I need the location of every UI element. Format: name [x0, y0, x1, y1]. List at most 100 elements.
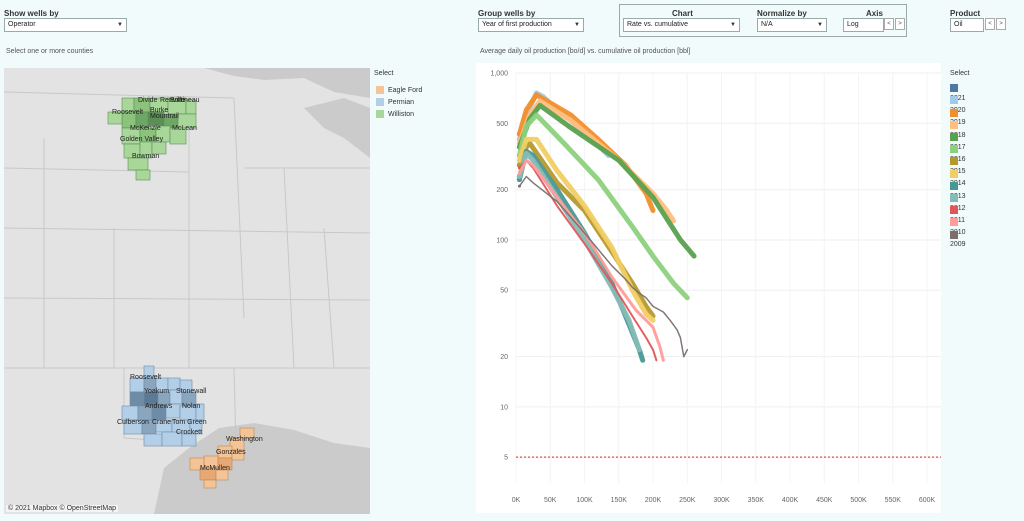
series-line-2017: [516, 102, 697, 259]
county-label: Gonzales: [216, 449, 246, 456]
chart-type-label: Chart: [672, 9, 693, 18]
county-label: Roosevelt: [112, 109, 143, 116]
show-wells-by-value: Operator: [8, 21, 36, 28]
permian-counties: [121, 365, 205, 447]
swatch-icon: [950, 218, 958, 227]
legend-permian[interactable]: Permian: [376, 98, 414, 108]
county-label: Bowman: [132, 153, 159, 160]
legend-label: Permian: [388, 99, 415, 106]
normalize-by-label: Normalize by: [757, 9, 807, 18]
swatch-icon: [950, 206, 958, 215]
x-tick-label: 450K: [816, 497, 833, 504]
series-line-2019: [516, 92, 656, 213]
swatch-icon: [950, 169, 958, 178]
product-label: Product: [950, 9, 981, 18]
map-legend-title: Select: [374, 70, 394, 77]
county-label: Yoakum: [144, 388, 169, 395]
county-label: Crane: [152, 419, 171, 426]
y-tick-label: 20: [500, 354, 508, 361]
x-tick-label: 250K: [679, 497, 696, 504]
chevron-down-icon: ▼: [117, 22, 123, 28]
axis-dropdown[interactable]: Log: [843, 18, 884, 32]
chevron-down-icon: ▼: [730, 22, 736, 28]
county-label: Renville: [160, 97, 185, 104]
county-label: Nolan: [182, 403, 200, 410]
county-label: Crockett: [176, 429, 202, 436]
lake-superior-shape: [204, 68, 370, 98]
chart-legend-item-2016[interactable]: 2016: [950, 145, 966, 163]
great-lakes-shape: [304, 98, 370, 158]
chart-legend-item-2011[interactable]: 2011: [950, 206, 965, 224]
swatch-icon: [376, 98, 384, 107]
chart-title: Average daily oil production [bo/d] vs. …: [480, 48, 691, 55]
y-tick-label: 1,000: [490, 71, 508, 78]
county-label: McLean: [172, 125, 197, 132]
county-label: Andrews: [145, 403, 173, 410]
county-label: Tom Green: [172, 419, 207, 426]
chart-legend-item-2014[interactable]: 2014: [950, 169, 966, 187]
county-label: Roosevelt: [130, 374, 161, 381]
chart-legend-item-2010[interactable]: 2010: [950, 218, 966, 236]
county-label: McMullen: [200, 465, 230, 472]
williston-counties: [107, 97, 197, 181]
normalize-by-dropdown[interactable]: N/A ▼: [757, 18, 827, 32]
x-tick-label: 500K: [850, 497, 867, 504]
county-label: Mountrail: [150, 113, 179, 120]
chart-legend-item-2012[interactable]: 2012: [950, 193, 966, 212]
legend-eagle-ford[interactable]: Eagle Ford: [376, 86, 422, 96]
chart-legend-item-2019[interactable]: 2019: [950, 108, 966, 126]
x-tick-label: 400K: [782, 497, 799, 504]
y-tick-label: 5: [504, 455, 508, 462]
chart-type-dropdown[interactable]: Rate vs. cumulative ▼: [623, 18, 740, 32]
series-line-2013: [516, 148, 646, 363]
x-tick-label: 550K: [885, 497, 902, 504]
chart-legend-item-2018[interactable]: 2018: [950, 120, 966, 139]
map-attribution: © 2021 Mapbox © OpenStreetMap: [6, 505, 118, 512]
axis-value: Log: [847, 21, 859, 28]
group-wells-by-dropdown[interactable]: Year of first production ▼: [478, 18, 584, 32]
series-line-2012: [516, 150, 642, 353]
y-tick-label: 200: [496, 187, 508, 194]
county-label: Stonewall: [176, 388, 207, 395]
chart-legend-item-2009[interactable]: 2009: [950, 230, 966, 248]
series-line-2014: [516, 136, 656, 323]
group-wells-by-value: Year of first production: [482, 21, 552, 28]
county-label: Bottineau: [170, 97, 200, 104]
county-label: Golden Valley: [120, 136, 164, 143]
chevron-down-icon: ▼: [574, 22, 580, 28]
chart-legend-item-2015[interactable]: 2015: [950, 157, 966, 175]
axis-next-button[interactable]: >: [895, 18, 905, 30]
swatch-icon: [950, 181, 958, 190]
swatch-icon: [950, 96, 958, 105]
show-wells-by-label: Show wells by: [4, 9, 59, 18]
legend-label: Williston: [388, 111, 415, 118]
chart-legend-item-2013[interactable]: 2013: [950, 181, 966, 200]
axis-prev-button[interactable]: <: [884, 18, 894, 30]
county-map[interactable]: Divide Burke Renville Bottineau Roosevel…: [4, 68, 370, 514]
y-tick-label: 100: [496, 237, 508, 244]
axis-label: Axis: [866, 9, 883, 18]
swatch-icon: [950, 230, 958, 239]
y-tick-label: 10: [500, 404, 508, 411]
x-tick-label: 350K: [748, 497, 765, 504]
chart-legend-item-2020[interactable]: 2020: [950, 96, 966, 114]
swatch-icon: [950, 157, 958, 166]
chart-legend-item-2021[interactable]: 2021: [950, 84, 966, 102]
y-tick-label: 50: [500, 288, 508, 295]
show-wells-by-dropdown[interactable]: Operator ▼: [4, 18, 127, 32]
county-label: Divide: [138, 97, 158, 104]
product-dropdown[interactable]: Oil: [950, 18, 984, 32]
chart-legend-item-2017[interactable]: 2017: [950, 132, 966, 151]
x-tick-label: 200K: [645, 497, 662, 504]
product-prev-button[interactable]: <: [985, 18, 995, 30]
chart-svg[interactable]: 5 10 20 50 100 200 500 1,000 0K 50K 100K 150K 200K 25…: [476, 63, 941, 513]
swatch-icon: [950, 193, 958, 202]
legend-williston[interactable]: Williston: [376, 110, 414, 120]
map-canvas: Divide Burke Renville Bottineau Roosevel…: [4, 68, 370, 514]
chart-panel: 5 10 20 50 100 200 500 1,000 0K 50K 100K 150K 200K 25…: [476, 63, 941, 513]
chart-legend-title: Select: [950, 70, 970, 77]
series-line-2016: [516, 112, 690, 301]
product-next-button[interactable]: >: [996, 18, 1006, 30]
series-line-2009: [518, 175, 689, 358]
series-line-2010: [517, 158, 665, 362]
